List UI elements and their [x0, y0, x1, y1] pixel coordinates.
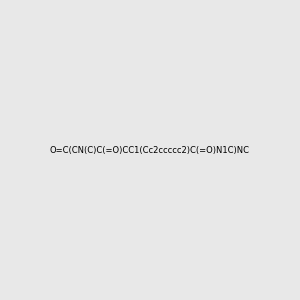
Text: O=C(CN(C)C(=O)CC1(Cc2ccccc2)C(=O)N1C)NC: O=C(CN(C)C(=O)CC1(Cc2ccccc2)C(=O)N1C)NC: [50, 146, 250, 154]
